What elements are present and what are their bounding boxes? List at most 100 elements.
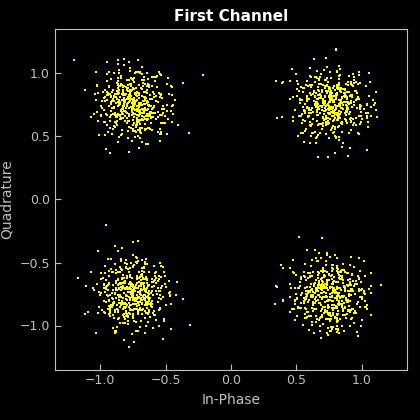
Channel 1 [132,70,139,76]
Channel 1 [356,104,363,111]
Channel 1 [100,282,107,289]
Channel 1 [319,295,326,302]
Channel 1 [135,289,142,296]
Channel 1 [105,268,112,275]
Channel 1 [136,283,142,289]
Channel 1 [334,124,341,131]
Channel 1 [340,305,346,312]
Channel 1 [308,287,315,294]
Channel 1 [116,116,123,122]
Channel 1 [318,87,325,93]
Channel 1 [125,286,131,293]
Channel 1 [129,98,136,105]
Channel 1 [152,275,159,281]
Channel 1 [348,253,354,260]
Channel 1 [149,298,156,305]
Channel 1 [114,308,121,315]
Channel 1 [345,281,352,288]
Channel 1 [317,284,324,291]
Channel 1 [313,95,320,102]
Channel 1 [338,104,344,111]
Channel 1 [135,89,142,96]
Channel 1 [297,96,304,103]
Channel 1 [345,72,352,79]
Channel 1 [108,98,115,105]
Channel 1 [315,106,322,113]
Channel 1 [135,100,142,106]
Channel 1 [132,296,139,303]
Channel 1 [158,274,165,281]
Channel 1 [326,311,332,318]
Channel 1 [170,102,176,109]
Channel 1 [124,86,131,93]
Channel 1 [328,265,335,272]
Channel 1 [132,124,139,131]
Channel 1 [316,327,323,334]
Channel 1 [157,94,164,101]
Channel 1 [90,287,97,294]
Channel 1 [134,69,141,76]
Channel 1 [324,75,331,81]
Channel 1 [335,300,341,307]
Channel 1 [157,131,163,138]
Channel 1 [120,283,126,289]
Channel 1 [136,107,143,114]
Channel 1 [138,282,145,289]
Channel 1 [341,292,348,299]
Channel 1 [147,294,153,301]
Channel 1 [328,104,335,110]
Channel 1 [140,275,147,282]
Channel 1 [128,286,134,293]
Channel 1 [319,121,326,127]
Channel 1 [147,110,154,117]
Channel 1 [147,126,153,132]
Channel 1 [305,287,312,294]
Channel 1 [358,294,365,300]
Channel 1 [141,295,148,302]
Channel 1 [137,318,144,324]
Channel 1 [153,98,160,105]
Channel 1 [154,84,160,90]
Channel 1 [350,288,357,294]
Channel 1 [351,320,357,326]
Channel 1 [299,289,305,296]
Channel 1 [155,273,162,280]
Channel 1 [330,305,337,312]
Channel 1 [107,91,113,97]
Channel 1 [323,131,329,138]
Channel 1 [155,278,161,284]
Channel 1 [117,98,123,105]
Channel 1 [325,86,332,92]
Channel 1 [121,299,128,306]
Channel 1 [160,120,166,126]
Channel 1 [365,285,372,292]
Channel 1 [103,71,110,77]
Channel 1 [291,301,298,307]
Channel 1 [364,100,370,107]
Channel 1 [137,307,144,314]
Channel 1 [107,124,114,131]
Channel 1 [123,296,130,303]
Channel 1 [301,107,307,114]
Channel 1 [308,293,315,299]
Channel 1 [134,133,141,140]
Channel 1 [361,106,368,113]
Channel 1 [337,85,344,92]
Channel 1 [142,292,149,299]
Channel 1 [144,261,151,268]
Channel 1 [129,76,136,83]
Channel 1 [339,143,346,150]
Channel 1 [324,115,331,122]
Channel 1 [320,67,327,74]
Channel 1 [325,100,331,107]
Channel 1 [314,98,321,105]
Channel 1 [333,305,340,312]
Channel 1 [111,299,118,305]
Channel 1 [137,126,144,133]
Channel 1 [346,306,352,313]
Channel 1 [128,108,135,114]
Channel 1 [107,101,114,108]
Channel 1 [142,104,148,111]
Channel 1 [137,68,144,75]
Channel 1 [146,269,152,276]
